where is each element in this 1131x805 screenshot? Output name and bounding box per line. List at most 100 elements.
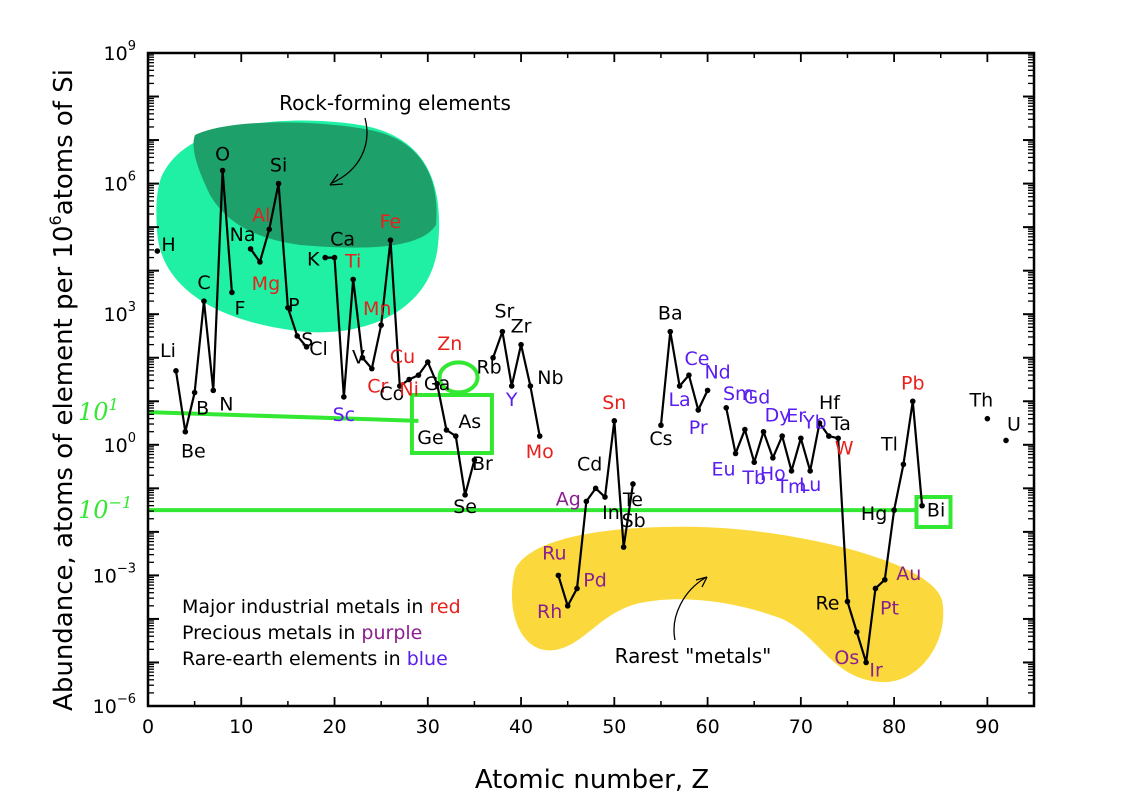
- point-ni: [406, 376, 412, 383]
- y-tick-label: 103: [104, 300, 136, 326]
- label-al: Al: [252, 204, 270, 226]
- point-au: [881, 576, 888, 583]
- series-line: [659, 330, 709, 426]
- label-na: Na: [230, 224, 256, 246]
- rarest-metals-arrow: [673, 577, 706, 641]
- label-ca: Ca: [330, 229, 355, 251]
- series-line: [725, 400, 924, 664]
- point-hg: [891, 507, 897, 513]
- point-w: [835, 435, 841, 442]
- point-co: [397, 383, 403, 389]
- point-k: [322, 254, 329, 261]
- label-sc: Sc: [333, 404, 356, 426]
- point-ag: [583, 498, 590, 505]
- point-se: [462, 492, 468, 498]
- label-zr: Zr: [511, 316, 532, 338]
- point-pr: [695, 407, 702, 413]
- plot-border: [146, 51, 1036, 708]
- rock-forming-arrowhead: [329, 173, 344, 186]
- semiconductor-box: [409, 393, 494, 455]
- point-os: [854, 629, 860, 635]
- x-tick-label: 10: [229, 716, 253, 738]
- legend-note-blue: Rare-earth elements in blue: [182, 648, 448, 670]
- point-ce: [686, 372, 692, 378]
- point-sn: [611, 418, 618, 424]
- point-tl: [900, 461, 907, 468]
- point-br: [471, 457, 478, 463]
- label-mg: Mg: [252, 273, 280, 295]
- label-te: Te: [622, 489, 643, 511]
- label-sn: Sn: [602, 392, 626, 414]
- point-p: [285, 304, 291, 311]
- point-pd: [574, 585, 580, 592]
- point-h: [154, 248, 161, 254]
- point-sr: [499, 328, 506, 335]
- point-ho: [770, 455, 776, 461]
- point-si: [275, 180, 282, 187]
- label-lu: Lu: [799, 474, 821, 496]
- label-pt: Pt: [880, 597, 899, 619]
- label-rb: Rb: [476, 357, 501, 379]
- label-cl: Cl: [309, 338, 328, 360]
- point-ta: [826, 433, 832, 439]
- label-sm: Sm: [723, 383, 754, 405]
- point-li: [173, 367, 179, 374]
- y-tick-label: 10−6: [93, 692, 136, 718]
- label-o: O: [215, 144, 230, 166]
- label-v: V: [352, 347, 365, 369]
- label-ge: Ge: [417, 427, 443, 449]
- point-tb: [751, 459, 758, 466]
- x-axis-label: Atomic number, Z: [475, 765, 709, 795]
- label-f: F: [234, 297, 245, 319]
- label-ir: Ir: [869, 659, 883, 681]
- x-tick-label: 30: [416, 716, 440, 738]
- point-ti: [350, 276, 356, 283]
- label-in: In: [602, 502, 620, 524]
- x-tick-label: 0: [142, 716, 154, 738]
- point-la: [676, 383, 683, 389]
- label-dy: Dy: [765, 405, 791, 427]
- point-ir: [863, 659, 869, 666]
- label-ba: Ba: [658, 303, 683, 325]
- point-te: [630, 481, 636, 487]
- rock-forming-label: Rock-forming elements: [279, 91, 511, 115]
- label-ni: Ni: [399, 379, 419, 401]
- label-co: Co: [379, 383, 404, 405]
- point-dy: [760, 428, 767, 435]
- point-s: [294, 333, 301, 339]
- legend-notes: Major industrial metals in red Precious m…: [182, 596, 461, 670]
- rock-forming-core-region: [193, 122, 437, 248]
- label-tb: Tb: [741, 467, 766, 489]
- label-pb: Pb: [901, 372, 925, 394]
- point-re: [844, 598, 851, 605]
- point-y: [508, 383, 515, 389]
- point-zr: [518, 341, 524, 348]
- label-tm: Tm: [775, 476, 806, 498]
- label-sb: Sb: [622, 510, 646, 532]
- label-mo: Mo: [526, 441, 554, 463]
- label-u: U: [1007, 413, 1021, 435]
- point-hf: [816, 420, 823, 426]
- label-nb: Nb: [537, 367, 563, 389]
- label-br: Br: [472, 453, 493, 475]
- legend-note-purple: Precious metals in purple: [182, 622, 422, 644]
- point-v: [359, 354, 366, 361]
- label-li: Li: [160, 340, 176, 362]
- label-zn: Zn: [437, 333, 462, 355]
- point-cl: [303, 344, 310, 350]
- point-cd: [592, 485, 599, 492]
- plot-frame: 0 10 20 30 40 50 60 70 80 90 109 106 103 100 10−3 10−6: [93, 39, 1036, 738]
- label-mn: Mn: [363, 298, 391, 320]
- point-ba: [667, 328, 674, 335]
- label-ce: Ce: [684, 348, 709, 370]
- label-p: P: [288, 295, 299, 317]
- point-mg: [257, 259, 263, 265]
- y-axis-label: Abundance, atoms of element per 106atoms…: [46, 69, 79, 711]
- point-cr: [369, 365, 375, 372]
- reference-lines: 101 10−1: [78, 360, 953, 529]
- point-tm: [788, 468, 795, 474]
- label-er: Er: [786, 405, 806, 427]
- label-sr: Sr: [494, 301, 514, 323]
